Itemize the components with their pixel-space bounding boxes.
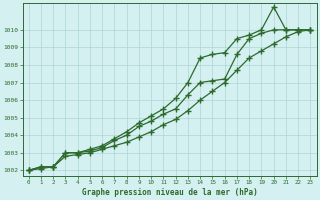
X-axis label: Graphe pression niveau de la mer (hPa): Graphe pression niveau de la mer (hPa) [82,188,258,197]
